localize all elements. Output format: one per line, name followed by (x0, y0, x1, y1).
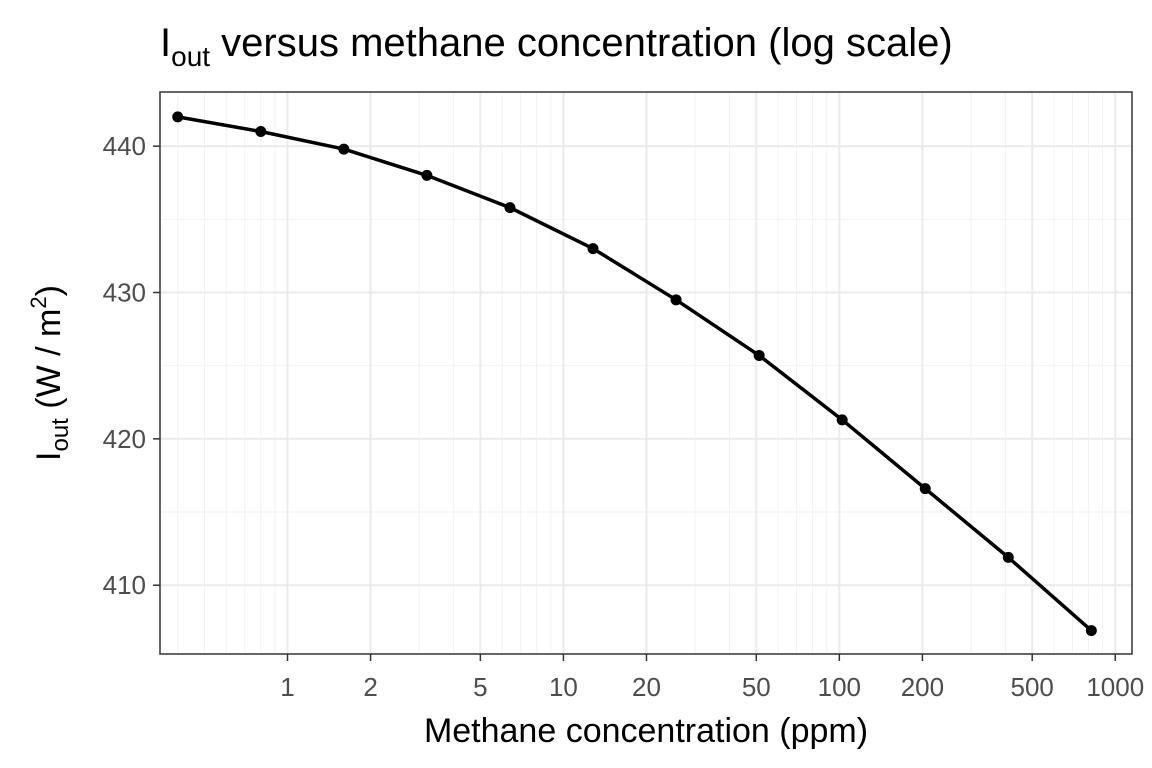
x-tick-label: 2 (363, 672, 377, 702)
data-point (836, 414, 848, 426)
series-line (175, 115, 1094, 633)
data-point (421, 169, 433, 181)
data-point (255, 126, 267, 138)
tick-layer: 1 2 5 10 20 50 100 200 500 1000 410 420 430 440 (103, 131, 1145, 702)
y-axis-title: Iout (W / m2) (26, 285, 74, 461)
x-axis-title: Methane concentration (ppm) (424, 712, 868, 750)
y-tick-label: 430 (103, 278, 146, 308)
y-tick-label: 420 (103, 424, 146, 454)
y-axis-title-subscript: out (47, 418, 74, 452)
chart-title-subscript: out (171, 41, 210, 72)
x-tick-label: 50 (742, 672, 771, 702)
x-tick-label: 200 (901, 672, 944, 702)
x-tick-label: 10 (549, 672, 578, 702)
y-axis-title-unit-close: ) (30, 285, 68, 296)
data-point (504, 202, 516, 214)
chart-title-rest: versus methane concentration (log scale) (210, 21, 953, 65)
x-tick-label: 1 (280, 672, 294, 702)
x-tick-label: 5 (473, 672, 487, 702)
y-axis-title-base: I (30, 452, 68, 461)
line-layer (175, 115, 1094, 633)
x-tick-label: 100 (818, 672, 861, 702)
point-layer (172, 111, 1097, 637)
x-tick-label: 20 (632, 672, 661, 702)
data-point (587, 243, 599, 255)
chart-title: Iout versus methane concentration (log s… (160, 21, 953, 72)
data-point (670, 294, 682, 306)
data-point (919, 483, 931, 495)
data-point (338, 143, 350, 155)
y-tick-label: 410 (103, 570, 146, 600)
x-tick-label: 1000 (1086, 672, 1144, 702)
data-point (753, 349, 765, 361)
data-point (1085, 625, 1097, 637)
chart-title-base: I (160, 21, 171, 65)
data-point (172, 111, 184, 123)
y-axis-title-superscript: 2 (26, 296, 51, 308)
y-tick-label: 440 (103, 131, 146, 161)
x-tick-label: 500 (1011, 672, 1054, 702)
y-axis-title-unit: (W / m (30, 309, 68, 419)
data-point (1002, 551, 1014, 563)
